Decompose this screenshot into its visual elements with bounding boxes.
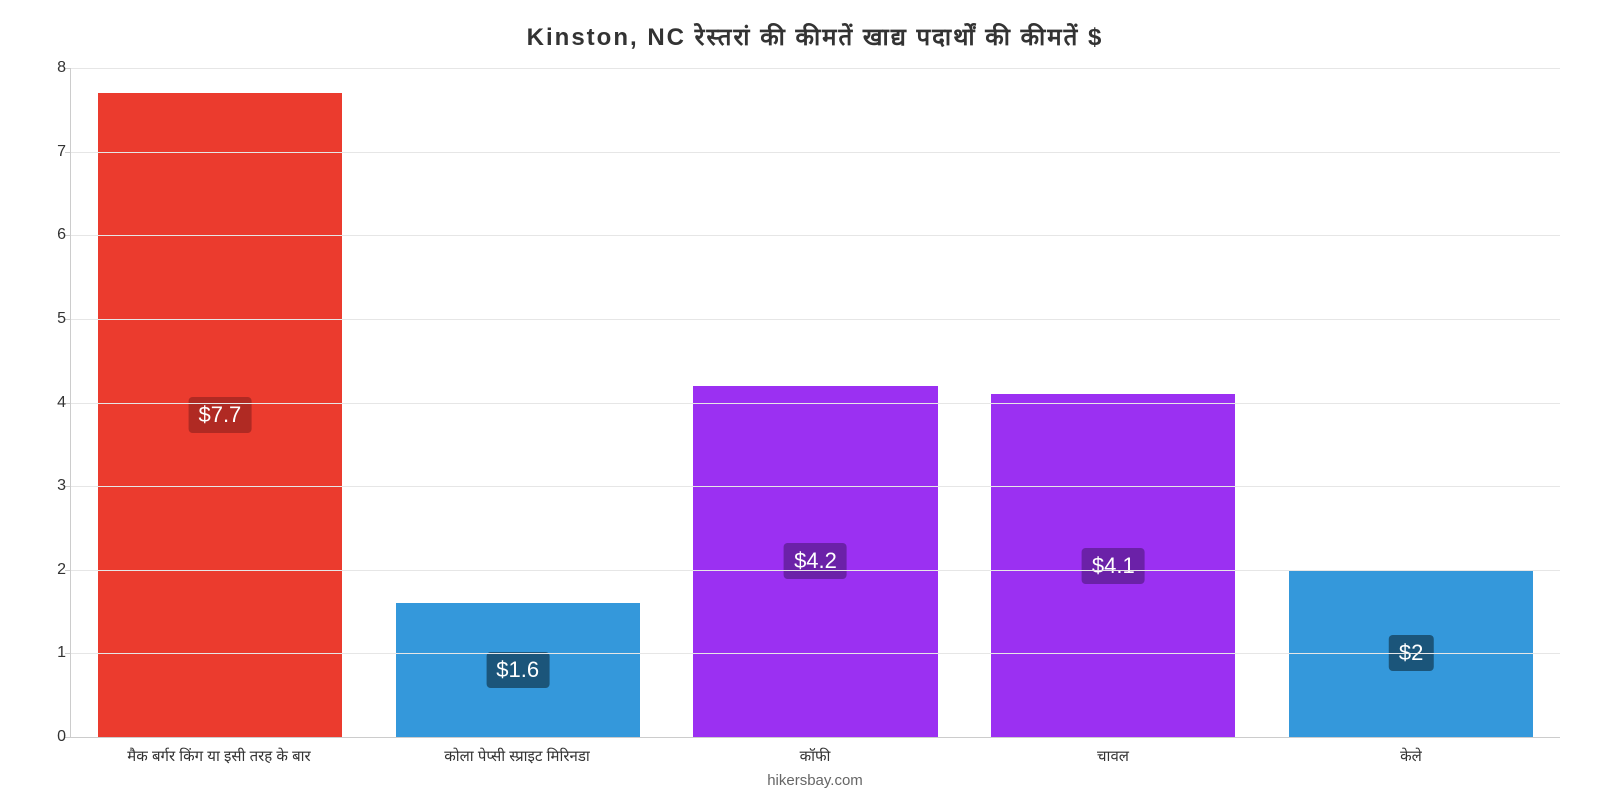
bar-value-label: $4.1: [1082, 548, 1145, 584]
x-axis-label: मैक बर्गर किंग या इसी तरह के बार: [70, 746, 368, 766]
y-tick-label: 6: [36, 226, 66, 244]
y-tick-label: 7: [36, 143, 66, 161]
grid-line: [71, 403, 1560, 404]
grid-line: [71, 486, 1560, 487]
plot-area: $7.7$1.6$4.2$4.1$2 012345678: [70, 68, 1560, 738]
x-axis-label: कॉफी: [666, 746, 964, 766]
chart-title: Kinston, NC रेस्तरां की कीमतें खाद्य पदा…: [70, 10, 1560, 68]
y-tick-label: 0: [36, 728, 66, 746]
x-axis-label: केले: [1262, 746, 1560, 766]
grid-line: [71, 653, 1560, 654]
grid-line: [71, 68, 1560, 69]
y-tick-label: 1: [36, 644, 66, 662]
price-chart: Kinston, NC रेस्तरां की कीमतें खाद्य पदा…: [0, 0, 1600, 800]
x-axis-label: चावल: [964, 746, 1262, 766]
y-tick-label: 8: [36, 59, 66, 77]
y-tick-label: 2: [36, 561, 66, 579]
bar: $4.2: [693, 386, 937, 737]
chart-footer: hikersbay.com: [70, 766, 1560, 789]
grid-line: [71, 235, 1560, 236]
y-tick-label: 3: [36, 477, 66, 495]
bar: $4.1: [991, 394, 1235, 737]
x-axis-label: कोला पेप्सी स्प्राइट मिरिनडा: [368, 746, 666, 766]
bar: $1.6: [396, 603, 640, 737]
bar-value-label: $4.2: [784, 543, 847, 579]
y-tick-label: 4: [36, 394, 66, 412]
bar-value-label: $1.6: [486, 652, 549, 688]
grid-line: [71, 152, 1560, 153]
grid-line: [71, 319, 1560, 320]
bar: $7.7: [98, 93, 342, 737]
grid-line: [71, 570, 1560, 571]
y-tick-label: 5: [36, 310, 66, 328]
x-axis-labels: मैक बर्गर किंग या इसी तरह के बारकोला पेप…: [70, 738, 1560, 766]
